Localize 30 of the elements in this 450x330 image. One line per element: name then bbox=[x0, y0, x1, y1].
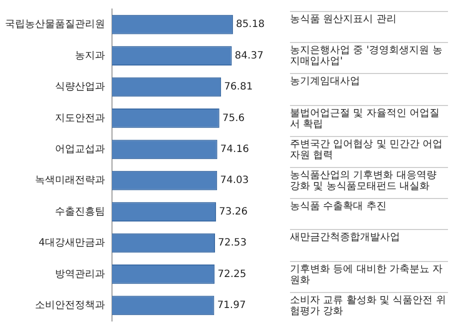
data-label: 71.97 bbox=[217, 300, 246, 311]
text: 소비자 교류 활성화 및 식품안전 위험평가 강화 bbox=[290, 292, 448, 321]
text: 농지은행사업 중 '경영회생지원 농지매입사업' bbox=[290, 42, 448, 72]
y-tick-label: 어업교섭과 bbox=[55, 144, 105, 155]
text: 농식품산업의 기후변화 대응역량 강화 및 농식품모태펀드 내실화 bbox=[290, 167, 448, 196]
text: 새만금간척종합개발사업 bbox=[290, 229, 448, 259]
data-label: 73.26 bbox=[219, 206, 248, 218]
text: 농기계임대사업 bbox=[290, 73, 448, 103]
y-tick-label: 소비안전정책과 bbox=[35, 300, 105, 311]
y-tick-label: 국립농산물품질관리원 bbox=[5, 19, 105, 30]
y-tick-label: 수출진흥팀 bbox=[55, 206, 105, 218]
text: 기후변화 등에 대비한 가축분뇨 자원화 bbox=[290, 260, 448, 290]
text: 불법어업근절 및 자율적인 어업질서 확립 bbox=[290, 104, 448, 134]
text: 농식품 수출확대 추진 bbox=[290, 198, 448, 228]
data-label: 74.03 bbox=[220, 175, 249, 186]
data-label: 74.16 bbox=[220, 144, 249, 155]
y-tick-label: 지도안전과 bbox=[55, 112, 105, 124]
y-tick-label: 방역관리과 bbox=[55, 268, 105, 280]
data-label: 72.53 bbox=[218, 238, 247, 249]
y-tick-label: 4대강새만금과 bbox=[38, 238, 105, 249]
data-label: 85.18 bbox=[236, 19, 265, 30]
data-label: 84.37 bbox=[234, 50, 264, 62]
y-tick-label: 녹색미래전략과 bbox=[35, 175, 105, 186]
data-label: 72.25 bbox=[218, 268, 246, 280]
y-tick-label: 식량산업과 bbox=[55, 82, 105, 93]
text: 농식품 원산지표시 관리 bbox=[290, 11, 448, 40]
y-tick-label: 농지과 bbox=[75, 50, 105, 62]
text: 주변국간 입어협상 및 민간간 어업자원 협력 bbox=[290, 136, 448, 165]
data-label: 76.81 bbox=[224, 82, 253, 93]
data-label: 75.6 bbox=[222, 112, 245, 124]
